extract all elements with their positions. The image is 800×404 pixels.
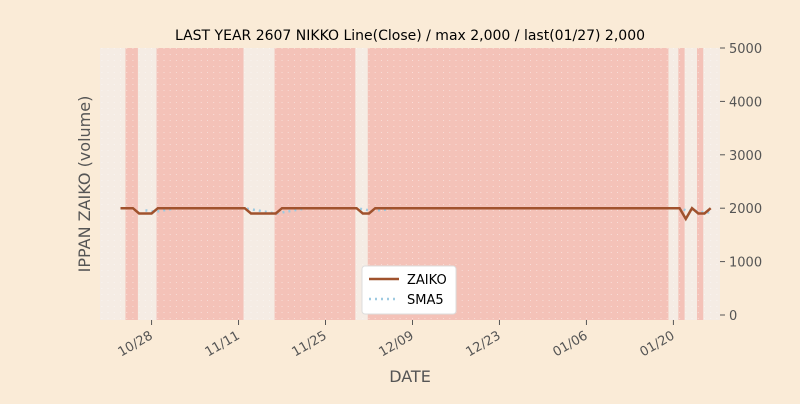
y-tick-label: 1000 <box>729 256 762 271</box>
shaded-band <box>274 48 356 320</box>
x-tick-label: 11/25 <box>290 328 330 360</box>
shaded-bands <box>125 48 704 320</box>
y-tick-label: 0 <box>729 309 737 324</box>
x-axis-title: DATE <box>389 367 431 386</box>
legend: ZAIKO SMA5 <box>361 265 457 315</box>
x-axis-ticks: 10/28 11/11 11/25 12/09 12/23 01/06 01/20 <box>116 320 677 360</box>
x-tick-label: 12/09 <box>377 328 417 360</box>
y-axis-ticks: 0 1000 2000 3000 4000 5000 <box>720 42 762 324</box>
shaded-band <box>678 48 685 320</box>
x-tick-label: 10/28 <box>116 328 156 360</box>
series-line-zaiko <box>120 206 712 222</box>
shaded-band <box>156 48 244 320</box>
legend-label-sma5: SMA5 <box>407 293 444 308</box>
chart-title: LAST YEAR 2607 NIKKO Line(Close) / max 2… <box>175 28 645 44</box>
x-tick-label: 12/23 <box>464 328 504 360</box>
shaded-band <box>125 48 138 320</box>
legend-label-zaiko: ZAIKO <box>407 273 447 288</box>
y-tick-label: 5000 <box>729 42 762 57</box>
y-tick-label: 2000 <box>729 202 762 217</box>
x-tick-label: 01/06 <box>550 328 590 360</box>
x-tick-label: 11/11 <box>203 328 243 360</box>
x-tick-label: 01/20 <box>637 328 677 360</box>
shaded-band <box>697 48 704 320</box>
y-tick-label: 4000 <box>729 95 762 110</box>
y-axis-title: IPPAN ZAIKO (volume) <box>75 96 94 273</box>
y-tick-label: 3000 <box>729 149 762 164</box>
